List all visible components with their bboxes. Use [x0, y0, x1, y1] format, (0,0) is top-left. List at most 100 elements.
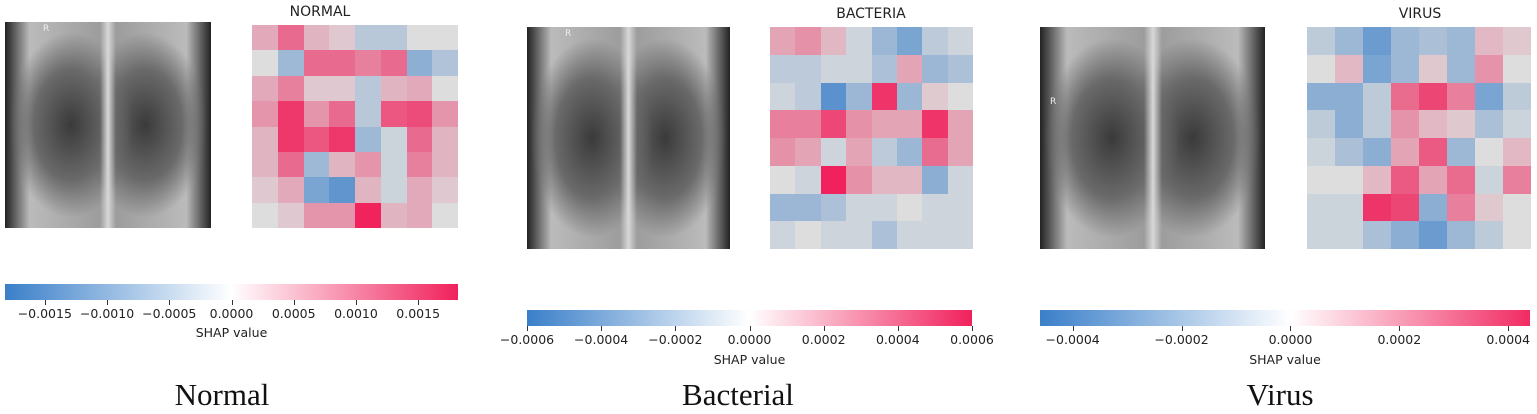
- xray-image: R: [527, 27, 730, 249]
- heatmap-cell: [380, 50, 407, 76]
- heatmap-cell: [406, 177, 433, 203]
- colorbar-tick: [972, 326, 973, 331]
- heatmap-cell: [380, 126, 407, 152]
- heatmap-cell: [1475, 165, 1503, 194]
- colorbar-tick: [823, 326, 825, 331]
- colorbar: [1040, 310, 1530, 326]
- colorbar-tick-label: −0.0002: [1154, 332, 1209, 347]
- heatmap-cell: [1307, 27, 1335, 55]
- heatmap-cell: [355, 177, 381, 203]
- heatmap-cell: [871, 221, 897, 249]
- heatmap-cell: [1503, 110, 1531, 138]
- xray-marker: R: [1050, 97, 1057, 107]
- colorbar-label: SHAP value: [195, 325, 268, 340]
- heatmap-cell: [871, 82, 897, 111]
- heatmap-cell: [380, 25, 407, 51]
- colorbar-tick-label: −0.0006: [499, 332, 555, 347]
- heatmap-cell: [770, 54, 796, 83]
- heatmap-cell: [252, 25, 278, 51]
- heatmap-cell: [380, 151, 407, 178]
- heatmap-cell: [1335, 54, 1363, 83]
- heatmap-cell: [1475, 82, 1503, 111]
- heatmap-cell: [1475, 54, 1503, 83]
- heatmap-cell: [871, 110, 897, 138]
- heatmap-cell: [303, 126, 330, 152]
- heatmap-cell: [1503, 221, 1531, 249]
- heatmap-cell: [1419, 165, 1447, 194]
- colorbar: [5, 284, 458, 300]
- heatmap-cell: [846, 138, 872, 166]
- heatmap-cell: [947, 110, 973, 138]
- colorbar-label: SHAP value: [713, 352, 786, 367]
- colorbar-tick-label: 0.0006: [950, 332, 994, 347]
- heatmap-cell: [947, 54, 973, 83]
- heatmap-cell: [795, 193, 821, 222]
- heatmap-cell: [1475, 193, 1503, 222]
- heatmap-cell: [1307, 110, 1335, 138]
- panel-title: NORMAL: [289, 4, 351, 20]
- colorbar-tick: [44, 300, 46, 305]
- heatmap-cell: [303, 75, 330, 102]
- heatmap-cell: [303, 151, 330, 178]
- heatmap-cell: [922, 110, 948, 138]
- heatmap-cell: [432, 177, 458, 203]
- heatmap-cell: [871, 138, 897, 166]
- heatmap-cell: [380, 202, 407, 228]
- heatmap-cell: [1335, 27, 1363, 55]
- heatmap-cell: [770, 27, 796, 55]
- colorbar-tick-label: 0.0000: [727, 332, 772, 347]
- heatmap-cell: [1475, 138, 1503, 166]
- heatmap-cell: [1503, 27, 1531, 55]
- heatmap-cell: [1335, 82, 1363, 111]
- heatmap-cell: [1307, 165, 1335, 194]
- colorbar-tick: [231, 300, 233, 305]
- heatmap-cell: [820, 221, 847, 249]
- heatmap-cell: [329, 75, 355, 102]
- heatmap-cell: [1391, 165, 1419, 194]
- heatmap-cell: [871, 165, 897, 194]
- heatmap-cell: [329, 101, 355, 127]
- heatmap-cell: [252, 177, 278, 203]
- colorbar-tick: [1399, 326, 1401, 331]
- colorbar-tick-label: 0.0005: [271, 306, 316, 321]
- heatmap-cell: [896, 110, 923, 138]
- heatmap-cell: [355, 202, 381, 228]
- heatmap-cell: [1391, 110, 1419, 138]
- heatmap-cell: [1363, 110, 1391, 138]
- heatmap-cell: [896, 27, 923, 55]
- shap-heatmap: [770, 27, 973, 249]
- heatmap-cell: [820, 165, 847, 194]
- heatmap-cell: [277, 126, 304, 152]
- heatmap-cell: [329, 151, 355, 178]
- heatmap-cell: [1335, 110, 1363, 138]
- heatmap-cell: [406, 25, 433, 51]
- heatmap-cell: [303, 50, 330, 76]
- heatmap-cell: [795, 54, 821, 83]
- heatmap-cell: [820, 138, 847, 166]
- heatmap-cell: [355, 101, 381, 127]
- heatmap-cell: [846, 221, 872, 249]
- heatmap-cell: [795, 138, 821, 166]
- heatmap-cell: [1363, 54, 1391, 83]
- heatmap-cell: [795, 110, 821, 138]
- heatmap-cell: [1391, 54, 1419, 83]
- heatmap-cell: [770, 138, 796, 166]
- heatmap-cell: [1363, 27, 1391, 55]
- panel-title: VIRUS: [1398, 6, 1442, 22]
- heatmap-cell: [1307, 193, 1335, 222]
- heatmap-cell: [432, 25, 458, 51]
- heatmap-cell: [922, 165, 948, 194]
- heatmap-cell: [896, 193, 923, 222]
- heatmap-cell: [1447, 221, 1475, 249]
- colorbar: [527, 310, 972, 326]
- heatmap-cell: [1391, 82, 1419, 111]
- colorbar-tick-label: 0.0015: [396, 306, 441, 321]
- heatmap-cell: [947, 165, 973, 194]
- heatmap-cell: [1503, 82, 1531, 111]
- heatmap-cell: [406, 75, 433, 102]
- heatmap-cell: [922, 138, 948, 166]
- colorbar-tick: [1072, 326, 1074, 331]
- heatmap-cell: [1419, 110, 1447, 138]
- xray-image: R: [5, 22, 211, 228]
- heatmap-cell: [303, 202, 330, 228]
